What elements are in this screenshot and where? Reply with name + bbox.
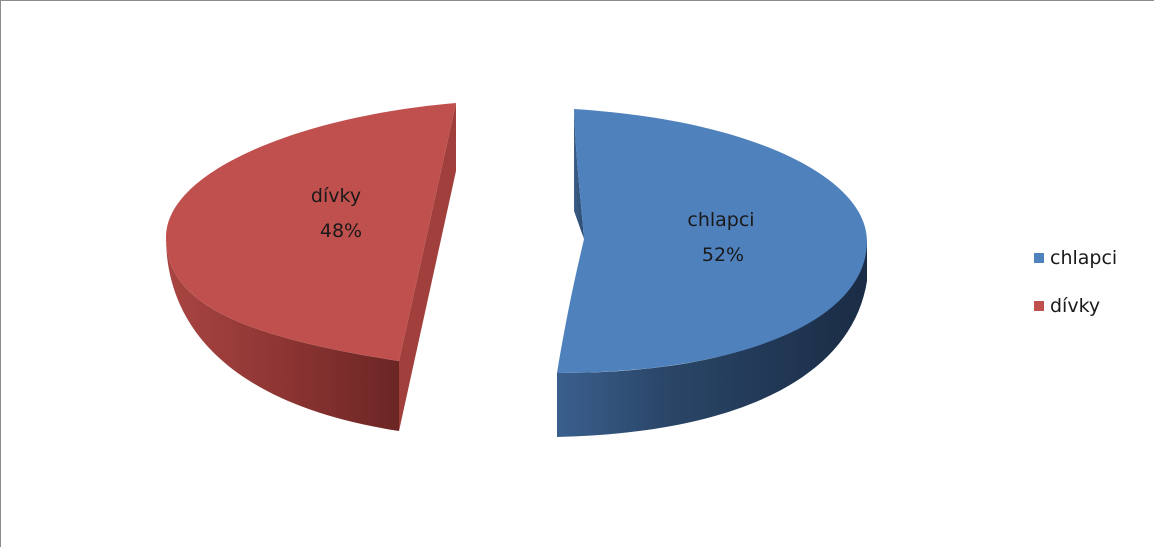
slice-divky-side	[166, 237, 399, 431]
slice-label-divky-pct: 48%	[320, 220, 362, 242]
slice-divky-cut-face	[399, 103, 456, 431]
legend-item-divky: dívky	[1034, 293, 1117, 319]
slice-divky	[166, 103, 456, 361]
legend-swatch-divky	[1034, 301, 1044, 311]
legend-item-chlapci: chlapci	[1034, 245, 1117, 271]
legend: chlapci dívky	[1034, 245, 1117, 341]
slice-chlapci	[557, 109, 867, 373]
slice-label-chlapci-name: chlapci	[687, 209, 754, 231]
slice-chlapci-cut-face	[574, 109, 584, 239]
slice-label-divky-name: dívky	[311, 185, 361, 207]
legend-label-divky: dívky	[1050, 295, 1101, 317]
legend-swatch-chlapci	[1034, 253, 1044, 263]
slice-label-chlapci-pct: 52%	[702, 244, 744, 266]
slice-chlapci-side	[557, 241, 867, 437]
legend-label-chlapci: chlapci	[1050, 247, 1118, 269]
